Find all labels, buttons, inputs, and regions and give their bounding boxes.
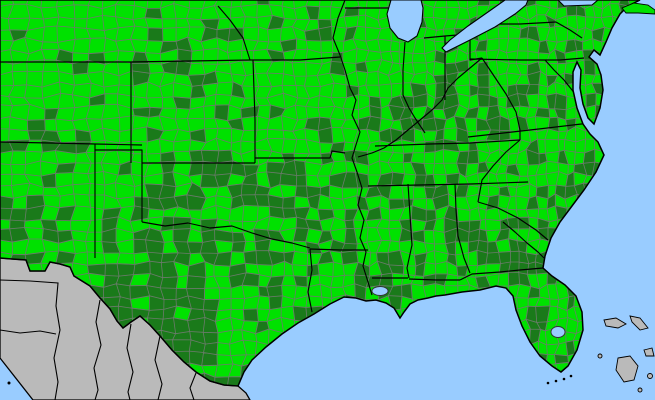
mexico-state-border <box>93 299 102 400</box>
state-border-ga-al <box>454 183 471 274</box>
state-border-wv-va <box>481 57 521 140</box>
florida-keys-island <box>554 379 558 383</box>
lake-erie <box>441 0 529 53</box>
mexico-state-border <box>0 279 61 400</box>
state-border-sc-ga <box>502 221 545 259</box>
state-border-tx-la <box>307 248 313 313</box>
mexico-state-border <box>189 372 197 400</box>
state-border-tn-nc <box>477 139 521 203</box>
state-border-va-nc <box>467 122 591 138</box>
state-border-ks-mo <box>252 59 256 163</box>
mexico-state-border <box>126 323 134 400</box>
florida-keys-island <box>562 377 566 381</box>
florida-keys-island <box>569 374 573 378</box>
state-border-mason-dixon <box>469 57 585 61</box>
island-grand-bahama <box>603 317 627 329</box>
state-border-al-fl <box>408 278 460 281</box>
mexico-state-border <box>0 329 57 335</box>
lake-pontchartrain <box>371 286 389 296</box>
mexico-state-border <box>154 335 163 400</box>
islands <box>546 2 655 385</box>
state-border-ny-nj <box>555 21 583 39</box>
island-cay-east <box>647 373 653 379</box>
us-coastline <box>0 0 641 387</box>
state-border-ar-la <box>309 248 368 251</box>
state-border-nc-sc <box>477 201 549 241</box>
florida-keys-island <box>546 381 550 385</box>
pacific-island <box>7 381 11 385</box>
island-cay-south <box>637 387 643 393</box>
bahamas-islands <box>597 315 655 393</box>
state-border-ok-panhandle-north <box>94 143 143 146</box>
state-border-ohio-river <box>357 57 483 158</box>
island-abaco <box>629 315 649 331</box>
state-border-co-nm <box>0 141 96 145</box>
long-island <box>621 2 655 15</box>
island-bimini <box>597 353 603 359</box>
state-border-il-in <box>402 41 426 134</box>
state-borders <box>0 0 591 313</box>
lake-ontario <box>557 0 599 7</box>
state-border-ky-tn <box>374 139 521 147</box>
state-border-red-river <box>141 221 311 249</box>
state-border-missouri-river <box>217 5 251 61</box>
state-border-ga-fl <box>459 267 544 281</box>
lake-okeechobee <box>550 326 566 338</box>
lakes <box>371 0 599 338</box>
island-eleuthera <box>643 347 655 357</box>
state-border-al-ms <box>406 183 413 279</box>
lake-michigan <box>386 0 424 43</box>
island-andros <box>615 355 639 383</box>
state-border-ok-panhandle-south <box>95 149 143 163</box>
state-border-tn-south <box>367 181 529 187</box>
state-border-mo-ar <box>255 150 346 159</box>
